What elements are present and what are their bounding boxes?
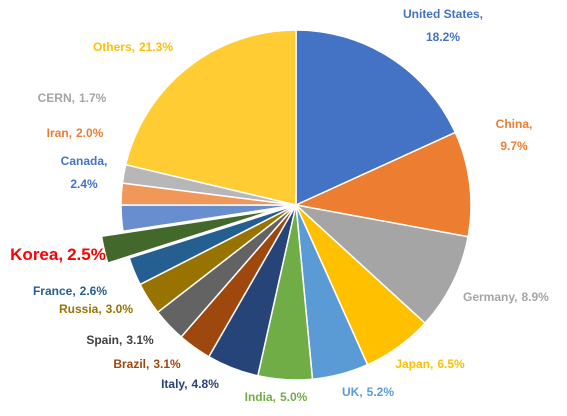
value-label: 2.4% [70, 177, 98, 191]
category-label: Japan, [395, 357, 433, 371]
category-label: Korea, [10, 245, 63, 264]
value-label: 3.0% [106, 302, 134, 316]
data-label: UK, 5.2% [342, 385, 394, 399]
pie-slice [124, 29, 297, 206]
category-label: Italy, [161, 377, 187, 391]
value-label: 4.8% [192, 377, 220, 391]
data-label: China, 9.7% [496, 117, 533, 153]
category-label: Iran, [47, 126, 72, 140]
category-label: China, [496, 117, 533, 131]
value-label: 8.9% [521, 290, 549, 304]
pie-slice [295, 29, 457, 207]
value-label: 9.7% [500, 139, 528, 153]
category-label: Brazil, [113, 357, 149, 371]
data-label: Korea, 2.5% [10, 245, 106, 264]
data-label: India, 5.0% [245, 390, 308, 404]
category-label: UK, [342, 385, 363, 399]
data-label: Japan, 6.5% [395, 357, 465, 371]
data-label: Germany, 8.9% [463, 290, 549, 304]
data-label: France, 2.6% [33, 284, 107, 298]
category-label: France, [33, 284, 76, 298]
data-label: CERN, 1.7% [38, 91, 107, 105]
value-label: 18.2% [426, 30, 460, 44]
data-label: Iran, 2.0% [47, 126, 104, 140]
value-label: 5.2% [367, 385, 395, 399]
data-label: Italy, 4.8% [161, 377, 219, 391]
value-label: 5.0% [280, 390, 308, 404]
pie-slice [128, 204, 297, 286]
data-label: Spain, 3.1% [86, 333, 154, 347]
category-label: Spain, [86, 333, 122, 347]
data-label: Brazil, 3.1% [113, 357, 181, 371]
data-label: United States, 18.2% [403, 7, 483, 44]
category-label: India, [245, 390, 276, 404]
pie-slice [293, 131, 472, 238]
value-label: 2.0% [76, 126, 104, 140]
value-label: 21.3% [139, 40, 173, 54]
category-label: Others, [93, 40, 135, 54]
category-label: CERN, [38, 91, 75, 105]
category-label: Canada, [61, 154, 108, 168]
data-label: Russia, 3.0% [59, 302, 133, 316]
category-label: United States, [403, 7, 483, 21]
data-label: Canada, 2.4% [61, 154, 108, 191]
value-label: 2.6% [80, 284, 108, 298]
value-label: 1.7% [79, 91, 107, 105]
category-label: Russia, [59, 302, 102, 316]
pie-slice [100, 209, 275, 264]
category-label: Germany, [463, 290, 517, 304]
pie-slice [293, 203, 469, 325]
value-label: 3.1% [153, 357, 181, 371]
value-label: 2.5% [67, 245, 106, 264]
value-label: 3.1% [126, 333, 154, 347]
value-label: 6.5% [437, 357, 465, 371]
data-label: Others, 21.3% [93, 40, 173, 54]
